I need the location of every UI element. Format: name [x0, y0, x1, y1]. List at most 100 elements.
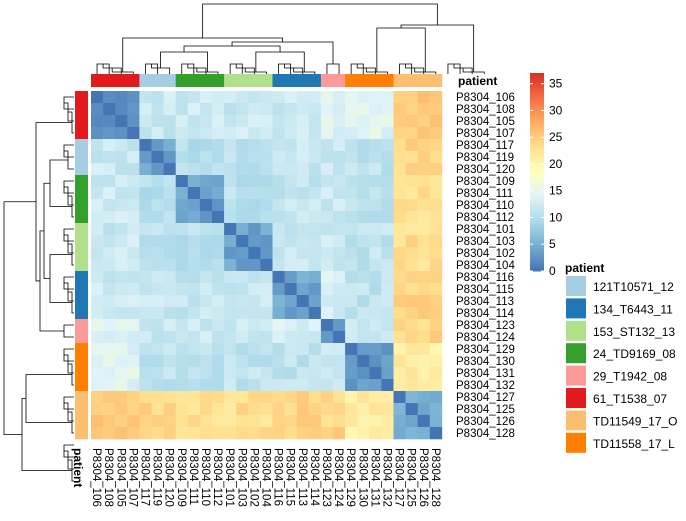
heatmap-cell	[417, 427, 431, 440]
heatmap-cell	[115, 259, 128, 272]
heatmap-cell	[103, 379, 116, 392]
patient-legend-swatch	[566, 298, 586, 319]
heatmap-cell	[260, 427, 273, 440]
colorbar-segment	[530, 129, 544, 133]
colorbar-segment	[530, 144, 544, 148]
heatmap-cell	[151, 271, 164, 284]
heatmap-cell	[127, 271, 140, 284]
row-label: P8304_116	[456, 272, 514, 284]
heatmap-cell	[345, 379, 358, 392]
heatmap-cell	[405, 331, 418, 344]
heatmap-cell	[248, 403, 261, 416]
heatmap-cell	[115, 403, 128, 416]
row-label: P8304_104	[456, 260, 515, 272]
heatmap-cell	[381, 247, 394, 260]
heatmap-cell	[345, 343, 358, 356]
heatmap-cell	[260, 139, 273, 152]
heatmap-cell	[236, 235, 249, 248]
heatmap-cell	[187, 127, 201, 140]
row-label: P8304_123	[456, 320, 515, 332]
heatmap-cell	[103, 319, 116, 332]
heatmap-cell	[187, 199, 201, 212]
column-label: P8304_116	[272, 448, 284, 506]
heatmap-cell	[393, 175, 406, 188]
heatmap-cell	[357, 331, 370, 344]
heatmap-cell	[199, 91, 213, 104]
patient-legend-label: 153_ST132_13	[593, 325, 675, 339]
heatmap-cell	[103, 223, 116, 236]
colorbar-segment	[530, 73, 544, 76]
heatmap-cell	[163, 379, 176, 392]
column-label: P8304_117	[138, 448, 150, 506]
heatmap-cell	[429, 295, 443, 308]
heatmap-cell	[333, 211, 346, 224]
heatmap-cell	[139, 355, 152, 368]
heatmap-cell	[357, 175, 370, 188]
heatmap-cell	[139, 259, 152, 272]
heatmap-cell	[175, 247, 189, 260]
heatmap-cell	[405, 211, 418, 224]
heatmap-cell	[345, 367, 358, 380]
heatmap-cell	[199, 103, 213, 116]
heatmap-cell	[139, 211, 152, 224]
heatmap-cell	[163, 163, 176, 176]
heatmap-cell	[308, 343, 322, 356]
heatmap-cell	[139, 427, 152, 440]
heatmap-cell	[320, 127, 334, 140]
row-annotation-cell	[75, 403, 88, 416]
heatmap-cell	[187, 355, 201, 368]
heatmap-cell	[248, 343, 261, 356]
heatmap-cell	[405, 343, 418, 356]
colorbar-segment	[530, 209, 544, 213]
heatmap-cell	[103, 235, 116, 248]
heatmap-cell	[151, 127, 164, 140]
heatmap-cell	[175, 163, 189, 176]
colorbar-segment	[530, 124, 544, 128]
heatmap-cell	[381, 91, 394, 104]
colorbar-segment	[530, 236, 544, 240]
heatmap-cell	[333, 247, 346, 260]
heatmap-cell	[163, 355, 176, 368]
heatmap-cell	[357, 307, 370, 320]
heatmap-cell	[115, 91, 128, 104]
heatmap-cell	[272, 139, 285, 152]
row-annotation-cell	[75, 343, 88, 356]
heatmap-cell	[357, 199, 370, 212]
heatmap-cell	[296, 355, 310, 368]
heatmap-cell	[236, 415, 249, 428]
dendrogram-link	[183, 45, 281, 52]
heatmap-cell	[151, 211, 164, 224]
heatmap-cell	[115, 271, 128, 284]
row-label: P8304_109	[456, 176, 515, 188]
colorbar-segment	[530, 147, 544, 151]
heatmap-cell	[163, 391, 176, 404]
row-annotation-cell	[75, 271, 88, 284]
row-annotation-cell	[75, 139, 88, 152]
heatmap-cell	[91, 163, 104, 176]
heatmap-cell	[199, 307, 213, 320]
colorbar-segment	[530, 176, 544, 180]
dendrogram-link	[376, 27, 426, 72]
patient-legend-swatch	[566, 365, 586, 386]
row-annotation-cell	[75, 307, 88, 320]
colorbar-segment	[530, 204, 544, 208]
row-annotation-cell	[75, 91, 88, 104]
heatmap-cell	[417, 151, 431, 164]
heatmap-cell	[369, 91, 382, 104]
heatmap-cell	[357, 223, 370, 236]
heatmap-cell	[320, 91, 334, 104]
heatmap-cell	[284, 367, 297, 380]
heatmap-cell	[284, 415, 297, 428]
row-label: P8304_117	[456, 140, 514, 152]
heatmap-cell	[320, 283, 334, 296]
heatmap-cell	[175, 211, 189, 224]
heatmap-cell	[429, 235, 443, 248]
heatmap-cell	[115, 415, 128, 428]
heatmap-cell	[284, 259, 297, 272]
heatmap-cell	[212, 187, 225, 200]
column-annotation-cell	[91, 74, 104, 87]
heatmap-cell	[429, 367, 443, 380]
heatmap-cell	[236, 367, 249, 380]
heatmap-cell	[163, 187, 176, 200]
